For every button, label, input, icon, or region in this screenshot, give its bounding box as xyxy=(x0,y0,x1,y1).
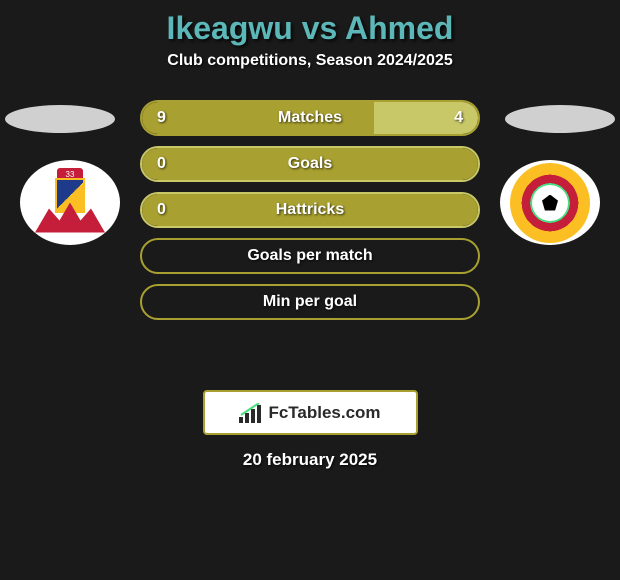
crest-left-icon: 33 xyxy=(35,173,105,233)
crest-wings-icon xyxy=(35,203,105,233)
crest-ball-icon xyxy=(532,185,568,221)
stat-value-right: 4 xyxy=(454,109,463,127)
player-marker-left xyxy=(5,105,115,133)
brand-badge: FcTables.com xyxy=(203,390,418,435)
stat-bars-container: Matches94Goals0Hattricks0Goals per match… xyxy=(140,100,480,330)
stat-value-left: 9 xyxy=(157,109,166,127)
stat-value-left: 0 xyxy=(157,155,166,173)
player-marker-right xyxy=(505,105,615,133)
stat-value-left: 0 xyxy=(157,201,166,219)
stat-label: Goals xyxy=(142,155,478,173)
chart-icon xyxy=(239,403,263,423)
club-logo-right xyxy=(500,160,600,245)
stat-bar: Goals0 xyxy=(140,146,480,182)
stat-label: Matches xyxy=(142,109,478,127)
page-title: Ikeagwu vs Ahmed xyxy=(0,10,620,47)
stat-label: Hattricks xyxy=(142,201,478,219)
stat-label: Goals per match xyxy=(142,247,478,265)
club-logo-left: 33 xyxy=(20,160,120,245)
crest-right-icon xyxy=(510,163,590,243)
comparison-widget: Ikeagwu vs Ahmed Club competitions, Seas… xyxy=(0,0,620,480)
stat-bar: Matches9 4 xyxy=(140,100,480,136)
stat-bar: Goals per match xyxy=(140,238,480,274)
page-subtitle: Club competitions, Season 2024/2025 xyxy=(0,52,620,70)
stat-label: Min per goal xyxy=(142,293,478,311)
stat-bar: Min per goal xyxy=(140,284,480,320)
footer-date: 20 february 2025 xyxy=(0,450,620,470)
brand-text: FcTables.com xyxy=(268,403,380,423)
stat-bar: Hattricks0 xyxy=(140,192,480,228)
stats-area: 33 Matches94Goals0Hattricks0Goals per ma… xyxy=(0,100,620,380)
